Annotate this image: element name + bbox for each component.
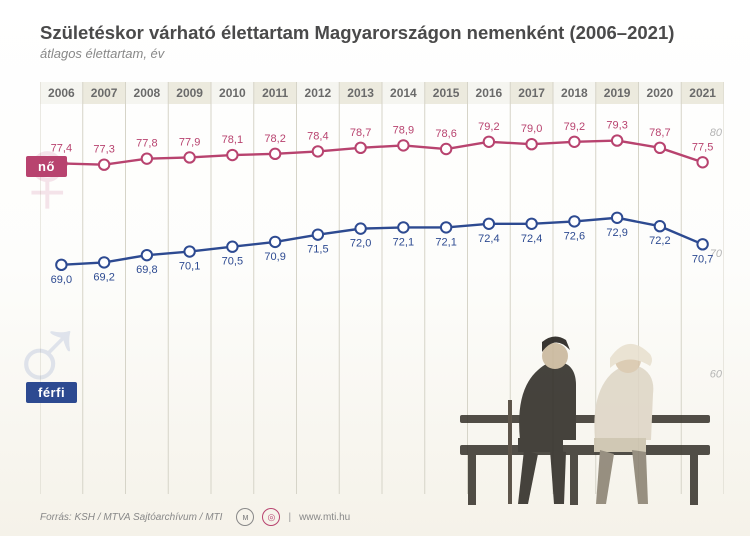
value-label-male: 72,1	[393, 236, 414, 248]
mti-logo-icon: м	[236, 508, 254, 526]
value-label-male: 69,0	[51, 274, 72, 286]
year-label: 2010	[219, 86, 246, 100]
marker-female	[355, 143, 365, 153]
value-label-female: 77,4	[51, 142, 72, 154]
value-label-female: 78,4	[307, 130, 328, 142]
value-label-male: 71,5	[307, 244, 328, 256]
mtva-logo-icon: ◎	[262, 508, 280, 526]
value-label-female: 78,2	[264, 133, 285, 145]
marker-female	[99, 159, 109, 169]
footer: Forrás: KSH / MTVA Sajtóarchívum / MTI м…	[40, 508, 724, 526]
value-label-female: 78,7	[350, 127, 371, 139]
marker-female	[569, 137, 579, 147]
year-label: 2018	[561, 86, 588, 100]
marker-female	[526, 139, 536, 149]
value-label-male: 70,9	[264, 251, 285, 263]
value-label-female: 78,1	[222, 134, 243, 146]
value-label-female: 79,3	[606, 120, 627, 132]
year-label: 2019	[604, 86, 631, 100]
marker-female	[227, 150, 237, 160]
year-label: 2008	[134, 86, 161, 100]
marker-male	[56, 260, 66, 270]
value-label-female: 78,9	[393, 124, 414, 136]
value-label-male: 72,0	[350, 238, 371, 250]
marker-female	[184, 152, 194, 162]
marker-male	[99, 257, 109, 267]
value-label-male: 72,4	[478, 233, 499, 245]
value-label-female: 77,3	[93, 144, 114, 156]
value-label-male: 70,7	[692, 253, 713, 265]
value-label-female: 79,0	[521, 123, 542, 135]
y-tick-label: 80	[710, 127, 723, 139]
marker-female	[655, 143, 665, 153]
marker-female	[612, 135, 622, 145]
year-label: 2017	[518, 86, 545, 100]
year-label: 2020	[647, 86, 674, 100]
marker-male	[313, 229, 323, 239]
value-label-female: 78,7	[649, 127, 670, 139]
chart-svg: 2006 2007 2008 2009 2010 2011 2012 2013 2014 2015…	[40, 82, 724, 494]
marker-male	[227, 242, 237, 252]
footer-site: www.mti.hu	[299, 512, 350, 523]
value-label-female: 79,2	[478, 121, 499, 133]
value-label-male: 72,1	[435, 236, 456, 248]
value-label-female: 77,8	[136, 138, 157, 150]
value-label-male: 72,6	[564, 230, 585, 242]
marker-female	[313, 146, 323, 156]
value-label-male: 72,9	[606, 227, 627, 239]
year-label: 2014	[390, 86, 417, 100]
marker-male	[184, 246, 194, 256]
marker-male	[398, 222, 408, 232]
value-label-male: 69,2	[93, 271, 114, 283]
marker-male	[697, 239, 707, 249]
chart-header: Születéskor várható élettartam Magyarors…	[0, 0, 750, 65]
value-label-female: 77,9	[179, 136, 200, 148]
marker-male	[569, 216, 579, 226]
year-label: 2021	[689, 86, 716, 100]
year-label: 2016	[476, 86, 503, 100]
marker-male	[441, 222, 451, 232]
value-label-male: 69,8	[136, 264, 157, 276]
y-tick-label: 60	[710, 368, 723, 380]
value-label-male: 72,2	[649, 235, 670, 247]
legend-female: nő	[26, 156, 67, 177]
marker-female	[270, 149, 280, 159]
marker-female	[697, 157, 707, 167]
value-label-male: 72,4	[521, 233, 542, 245]
marker-female	[142, 153, 152, 163]
chart-subtitle: átlagos élettartam, év	[40, 46, 722, 61]
value-label-female: 78,6	[435, 128, 456, 140]
value-label-male: 70,5	[222, 256, 243, 268]
marker-male	[142, 250, 152, 260]
footer-source: Forrás: KSH / MTVA Sajtóarchívum / MTI	[40, 512, 222, 523]
marker-male	[355, 223, 365, 233]
value-label-female: 77,5	[692, 141, 713, 153]
marker-male	[655, 221, 665, 231]
year-label: 2012	[305, 86, 332, 100]
chart-area: ♀ ♂ nő férfi 200620072008200920102011201…	[40, 82, 724, 494]
year-label: 2007	[91, 86, 118, 100]
year-label: 2013	[347, 86, 374, 100]
year-label: 2015	[433, 86, 460, 100]
year-label: 2009	[176, 86, 203, 100]
year-label: 2006	[48, 86, 75, 100]
chart-title: Születéskor várható élettartam Magyarors…	[40, 22, 722, 44]
marker-female	[484, 137, 494, 147]
value-label-male: 70,1	[179, 261, 200, 273]
marker-female	[398, 140, 408, 150]
marker-male	[612, 213, 622, 223]
marker-female	[441, 144, 451, 154]
footer-logos: м ◎ | www.mti.hu	[236, 508, 350, 526]
marker-male	[270, 237, 280, 247]
legend-male: férfi	[26, 382, 77, 403]
year-label: 2011	[262, 86, 288, 100]
value-label-female: 79,2	[564, 121, 585, 133]
marker-male	[484, 219, 494, 229]
marker-male	[526, 219, 536, 229]
